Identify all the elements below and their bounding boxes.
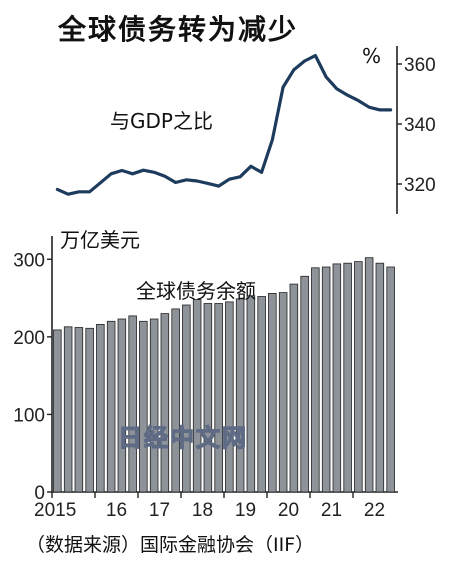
bar-2015Q2 bbox=[63, 326, 73, 493]
bar-x-ticks: 2015 16 17 18 19 20 21 22 bbox=[34, 492, 385, 521]
bar-2022Q1 bbox=[354, 261, 363, 493]
bar-2022Q3 bbox=[375, 262, 385, 493]
bar-2020Q1 bbox=[268, 292, 277, 493]
bar-x-tick-label: 2015 bbox=[34, 500, 76, 521]
bar-2019Q3 bbox=[246, 295, 256, 493]
bar-2021Q2 bbox=[321, 266, 331, 493]
bar-2016Q1 bbox=[96, 323, 105, 493]
line-y-tick-label: 320 bbox=[404, 175, 436, 196]
bar-2018Q2 bbox=[192, 299, 202, 493]
bar-x-tick-label: 20 bbox=[278, 500, 299, 521]
bar-x-tick-label: 22 bbox=[364, 500, 385, 521]
bar-2022Q2 bbox=[364, 257, 374, 493]
bar-series-label: 全球债务余额 bbox=[136, 279, 256, 303]
bar-2016Q2 bbox=[106, 320, 116, 493]
bar-2021Q4 bbox=[343, 262, 352, 493]
debt-to-gdp-line bbox=[55, 54, 393, 196]
bar-2020Q3 bbox=[289, 283, 299, 493]
watermark: 日经中文网 bbox=[118, 424, 248, 452]
bars bbox=[53, 257, 395, 493]
bar-x-tick-label: 17 bbox=[149, 500, 170, 521]
bar-2015Q1 bbox=[53, 329, 62, 493]
bar-y-tick-label: 0 bbox=[34, 483, 45, 504]
line-series-label: 与GDP之比 bbox=[110, 109, 213, 133]
bar-2022Q4 bbox=[386, 266, 395, 493]
line-unit: % bbox=[362, 44, 381, 68]
bar-x-tick-label: 16 bbox=[106, 500, 127, 521]
bar-2018Q1 bbox=[182, 304, 191, 493]
source-note: （数据来源）国际金融协会（IIF） bbox=[26, 534, 315, 556]
bar-y-ticks: 0 100 200 300 bbox=[13, 250, 52, 504]
chart-title: 全球债务转为减少 bbox=[58, 13, 299, 46]
bar-2019Q1 bbox=[225, 301, 234, 493]
bar-2020Q2 bbox=[278, 292, 288, 493]
bar-x-tick-label: 21 bbox=[321, 500, 342, 521]
bar-2019Q4 bbox=[257, 296, 266, 493]
bar-panel: 0 100 200 300 2015 16 17 18 19 20 21 22 万亿美元 全球债务余… bbox=[13, 228, 398, 521]
bar-2018Q4 bbox=[214, 303, 223, 493]
bar-2021Q3 bbox=[332, 263, 342, 493]
line-y-tick-label: 340 bbox=[404, 115, 436, 136]
bar-2016Q3 bbox=[117, 318, 127, 493]
bar-2020Q4 bbox=[300, 275, 309, 493]
bar-2017Q4 bbox=[171, 308, 180, 493]
bar-2017Q3 bbox=[160, 313, 170, 493]
bar-y-tick-label: 100 bbox=[13, 405, 45, 426]
bar-y-tick-label: 200 bbox=[13, 328, 45, 349]
bar-2015Q4 bbox=[85, 327, 94, 493]
line-y-tick-label: 360 bbox=[404, 55, 436, 76]
bar-2016Q4 bbox=[128, 315, 137, 493]
line-y-ticks: 320 340 360 bbox=[397, 55, 436, 196]
bar-x-tick-label: 18 bbox=[192, 500, 213, 521]
bar-2018Q3 bbox=[203, 303, 213, 493]
bar-y-tick-label: 300 bbox=[13, 250, 45, 271]
bar-x-tick-label: 19 bbox=[235, 500, 256, 521]
bar-y-axis-label: 万亿美元 bbox=[60, 228, 140, 252]
bar-2021Q1 bbox=[311, 267, 320, 493]
bar-2015Q3 bbox=[74, 327, 84, 493]
line-panel: 320 340 360 % 与GDP之比 bbox=[55, 44, 436, 214]
bar-2017Q1 bbox=[139, 320, 148, 493]
line-points bbox=[57, 55, 391, 195]
bar-2019Q2 bbox=[235, 298, 245, 493]
bar-2017Q2 bbox=[149, 318, 159, 493]
